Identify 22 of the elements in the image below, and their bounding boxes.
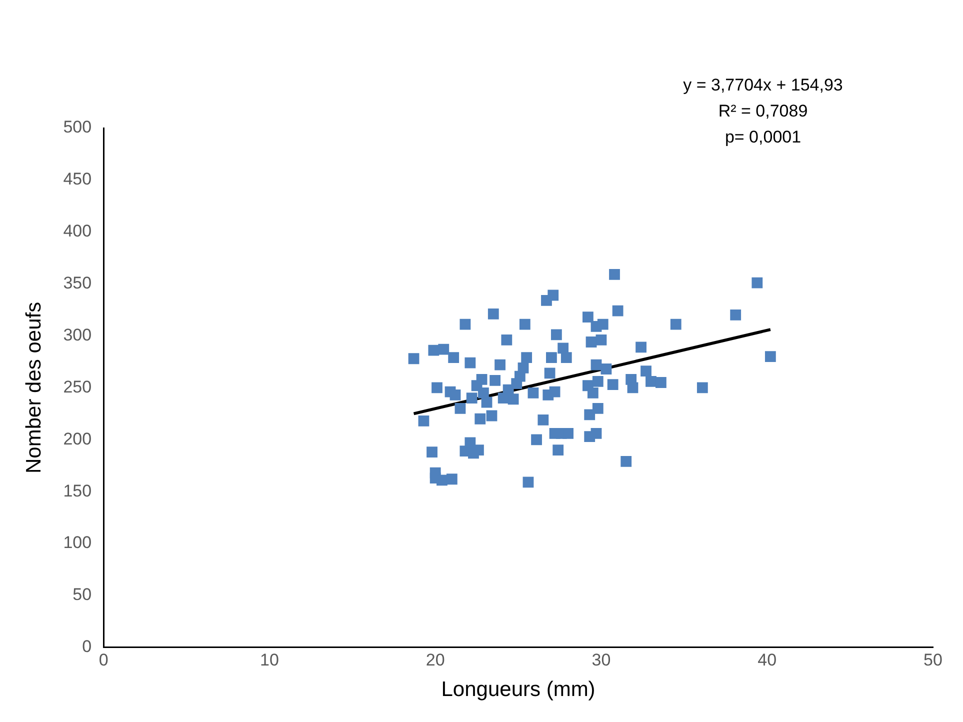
y-tick-label: 50 [72, 585, 92, 604]
x-tick-label: 10 [260, 650, 279, 670]
text: R² = 0,7089 [718, 102, 808, 121]
y-tick-label: 250 [63, 377, 92, 396]
y-tick-label: 400 [63, 222, 92, 241]
y-tick-label: 100 [63, 533, 92, 552]
y-tick-label: 150 [63, 481, 92, 500]
y-tick-label: 500 [63, 118, 92, 137]
x-tick-label: 50 [924, 650, 942, 670]
y-tick-label: 0 [82, 637, 92, 656]
y-tick-label: 350 [63, 274, 92, 293]
y-tick-label: 200 [63, 429, 92, 448]
x-tick-label: 40 [758, 650, 777, 670]
x-tick-label: 20 [426, 650, 445, 670]
annotation: p= 0,0001 [724, 128, 802, 147]
y-tick-label: 450 [63, 170, 92, 189]
text: y = 3,7704x + 154,93 [683, 76, 843, 95]
y-axis-title: Nomber des oeufs [22, 302, 46, 474]
x-tick-label: 30 [592, 650, 611, 670]
x-tick-label: 0 [98, 650, 108, 670]
y-tick-label: 300 [63, 325, 92, 344]
x-axis-title: Longueurs (mm) [441, 678, 596, 702]
